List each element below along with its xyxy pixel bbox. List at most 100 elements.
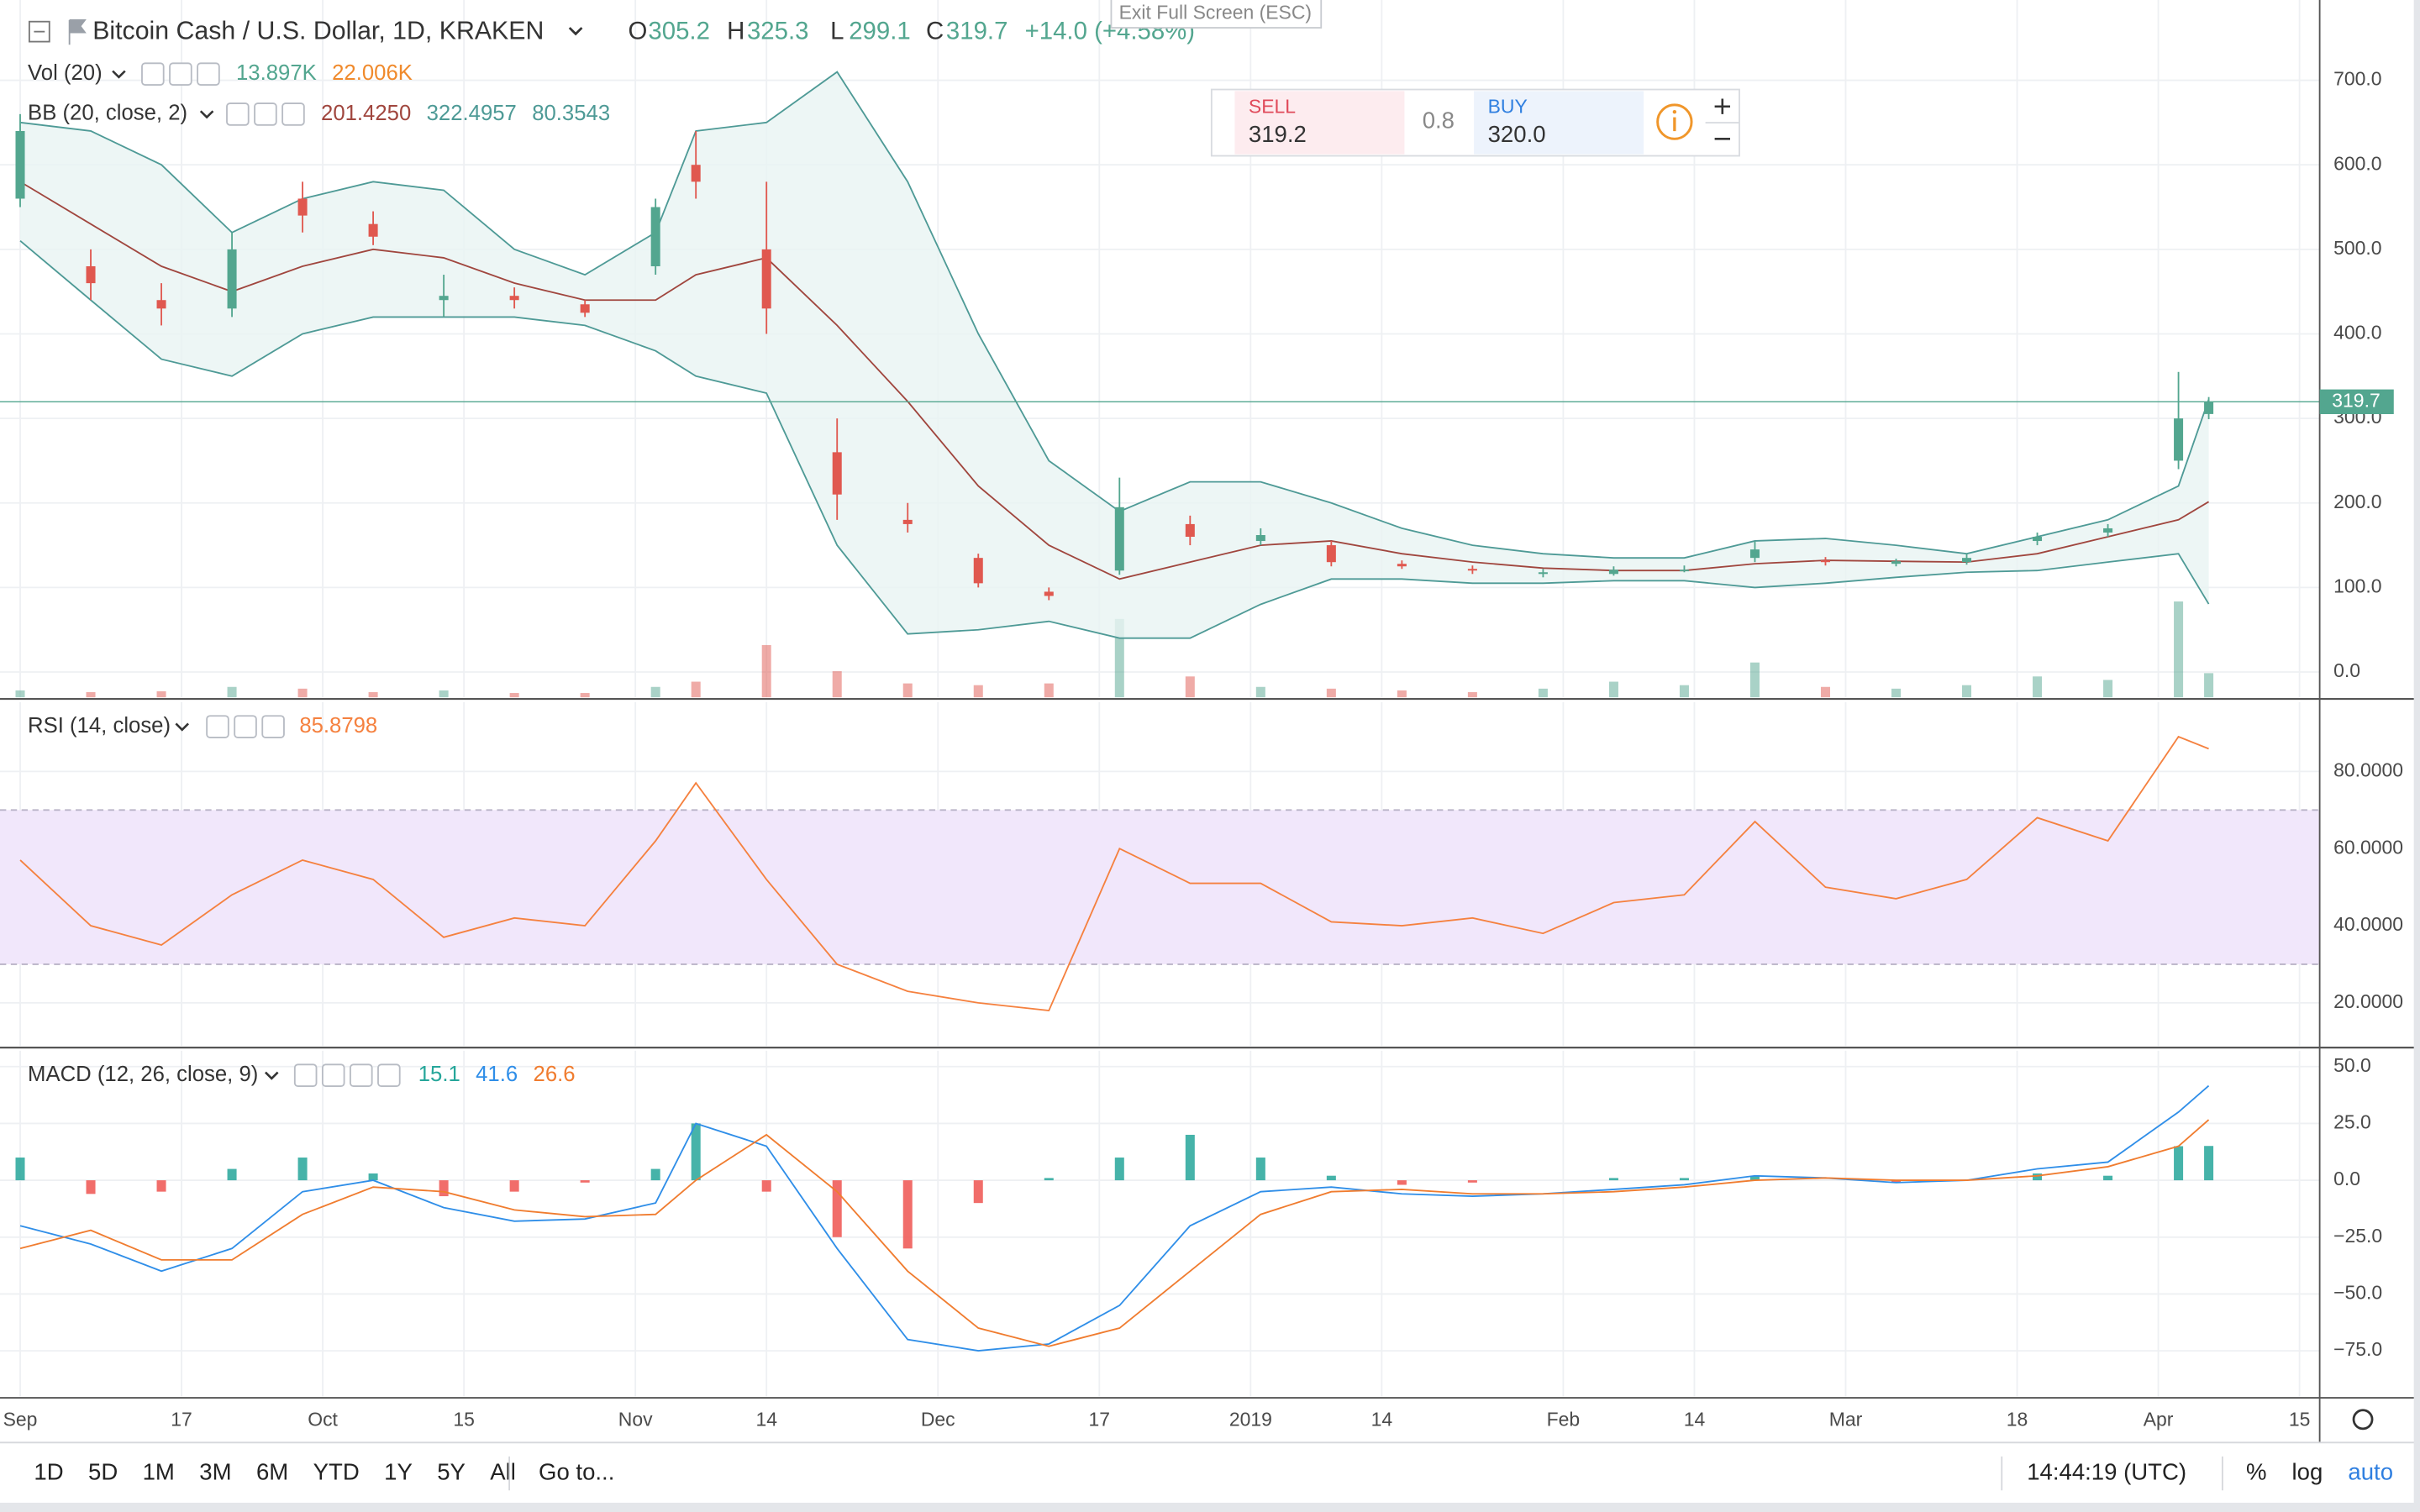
chevron (199, 110, 214, 119)
legend-title: Vol (20) (28, 61, 103, 85)
volume-bar (297, 688, 308, 698)
legend-value: 13.897K (236, 61, 317, 85)
candle-body (2103, 528, 2113, 533)
range-button[interactable]: 1D (34, 1458, 63, 1484)
visibility-icon[interactable] (293, 1063, 318, 1087)
range-button[interactable]: 1Y (384, 1458, 413, 1484)
remove-icon[interactable] (281, 102, 305, 126)
visibility-icon[interactable] (141, 62, 165, 86)
volume-bar (1820, 686, 1830, 698)
quantity-buttons[interactable] (1714, 98, 1730, 140)
goto-button[interactable]: Go to... (539, 1458, 614, 1484)
histogram-bar (1749, 1175, 1760, 1181)
buy-label: BUY (1488, 96, 1528, 118)
x-tick-label: Oct (308, 1409, 338, 1431)
clock[interactable]: 14:44:19 (UTC) (2027, 1458, 2186, 1484)
histogram-bar (761, 1180, 771, 1192)
remove-icon[interactable] (377, 1063, 401, 1087)
candle-body (650, 207, 660, 266)
chevron (568, 27, 583, 36)
settings-icon[interactable] (321, 1063, 345, 1087)
percent-toggle[interactable]: % (2246, 1458, 2267, 1484)
ohlc-label: L (830, 17, 844, 45)
candle-body (1326, 545, 1336, 563)
histogram-bar (1044, 1178, 1054, 1181)
remove-icon[interactable] (197, 62, 220, 86)
candle-body (1255, 534, 1265, 542)
x-tick-label: Feb (1547, 1409, 1581, 1431)
y-tick-label: 80.0000 (2333, 759, 2403, 780)
candle-body (1891, 561, 1902, 564)
volume-bar (2174, 601, 2184, 698)
visibility-icon[interactable] (226, 102, 250, 126)
candle-body (2033, 537, 2043, 542)
collapse-icon[interactable] (28, 20, 50, 43)
range-button[interactable]: YTD (313, 1458, 360, 1484)
auto-toggle[interactable]: auto (2348, 1458, 2393, 1484)
histogram-bar (1679, 1178, 1689, 1181)
x-tick-label: 15 (2289, 1409, 2311, 1431)
histogram-bar (2033, 1173, 2043, 1181)
legend-value: 41.6 (476, 1063, 518, 1086)
range-button[interactable]: 6M (256, 1458, 288, 1484)
legend-value: 15.1 (418, 1063, 460, 1086)
candle-body (1185, 523, 1195, 538)
volume-bar (973, 685, 983, 698)
volume-bar (902, 683, 913, 698)
settings-icon[interactable] (234, 715, 257, 738)
visibility-icon[interactable] (206, 715, 229, 738)
volume-bar (1749, 662, 1760, 698)
flag-icon (68, 18, 87, 45)
range-button[interactable]: All (490, 1458, 516, 1484)
info-icon[interactable] (1656, 103, 1693, 140)
sell-button[interactable] (1234, 91, 1405, 155)
histogram-bar (1467, 1180, 1477, 1183)
volume-bar (1679, 685, 1689, 698)
range-button[interactable]: 5Y (437, 1458, 466, 1484)
ohlc-label: O (629, 17, 648, 45)
toolbar: 1D 5D 1M 3M 6M YTD 1Y 5Y All (34, 1458, 516, 1484)
frame-right (2413, 0, 2420, 1512)
settings-icon[interactable] (254, 102, 277, 126)
volume-bar (2103, 680, 2113, 698)
remove-icon[interactable] (261, 715, 285, 738)
buy-button[interactable] (1474, 91, 1644, 155)
histogram-bar (227, 1168, 237, 1181)
x-tick-label: Dec (921, 1409, 955, 1431)
y-tick-label: 500.0 (2333, 237, 2381, 259)
source-icon[interactable] (350, 1063, 373, 1087)
y-tick-label: 0.0 (2333, 1168, 2360, 1189)
log-toggle[interactable]: log (2292, 1458, 2323, 1484)
histogram-bar (297, 1158, 308, 1181)
histogram-bar (1891, 1180, 1902, 1183)
volume-bar (650, 686, 660, 698)
candle-body (1114, 507, 1124, 571)
candle-body (691, 165, 701, 182)
histogram-bar (902, 1180, 913, 1249)
histogram-bar (580, 1180, 590, 1183)
exit-fullscreen-button[interactable] (1110, 0, 1323, 29)
range-button[interactable]: 5D (88, 1458, 118, 1484)
volume-bar (1891, 688, 1902, 698)
bb-lower (19, 240, 2210, 639)
volume-bar (439, 690, 449, 698)
histogram-bar (2103, 1175, 2113, 1181)
x-tick-label: Mar (1829, 1409, 1863, 1431)
bb-basis (19, 181, 2210, 580)
ohlc-value: 305.2 (648, 17, 710, 45)
candle-body (297, 198, 308, 216)
sell-label: SELL (1249, 96, 1296, 118)
candle-body (15, 130, 25, 199)
range-button[interactable]: 1M (143, 1458, 175, 1484)
histogram-bar (1608, 1178, 1618, 1181)
symbol-title[interactable]: Bitcoin Cash / U.S. Dollar, 1D, KRAKEN (92, 18, 544, 45)
range-button[interactable]: 3M (199, 1458, 231, 1484)
settings-icon[interactable] (2352, 1409, 2374, 1431)
y-tick-label: 200.0 (2333, 491, 2381, 512)
y-tick-label: 25.0 (2333, 1110, 2371, 1132)
candle-body (1962, 558, 1972, 563)
volume-bar (580, 693, 590, 698)
settings-icon[interactable] (169, 62, 192, 86)
histogram-bar (691, 1123, 701, 1181)
